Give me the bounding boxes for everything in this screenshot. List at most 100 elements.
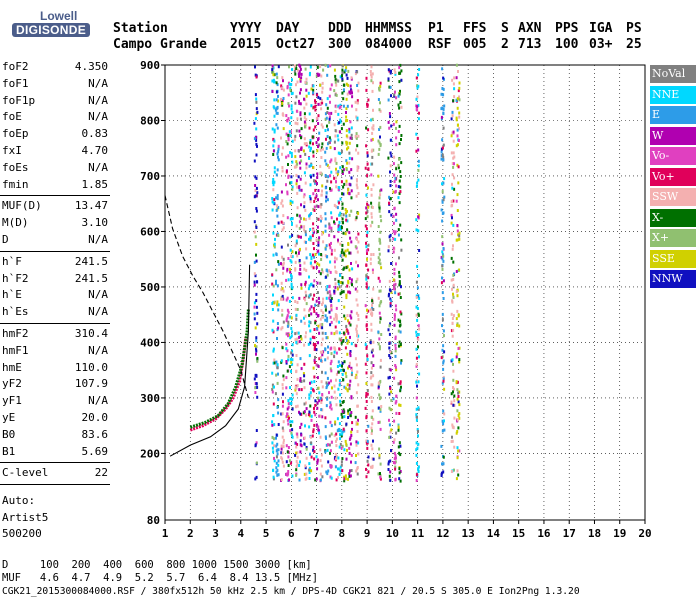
echo-point <box>316 467 319 471</box>
echo-point <box>371 348 374 352</box>
echo-point <box>417 215 420 219</box>
echo-point <box>351 267 354 271</box>
echo-point <box>450 312 453 316</box>
echo-point <box>365 467 367 471</box>
echo-point <box>290 175 293 179</box>
echo-point <box>458 358 461 361</box>
echo-point <box>341 258 344 262</box>
echo-point <box>342 104 345 108</box>
echo-point <box>366 389 369 392</box>
echo-point <box>443 104 446 108</box>
param-value: 110.0 <box>74 360 108 374</box>
echo-point <box>317 198 319 202</box>
echo-point <box>351 104 353 108</box>
echo-point <box>305 407 308 411</box>
echo-point <box>357 313 360 317</box>
echo-point <box>321 125 324 129</box>
echo-point <box>394 365 397 369</box>
echo-point <box>356 237 358 241</box>
echo-point <box>272 201 275 205</box>
y-tick-label: 900 <box>140 59 160 72</box>
echo-point <box>336 134 339 138</box>
echo-point <box>458 416 461 420</box>
echo-point <box>275 107 278 111</box>
param-value: 22 <box>94 466 108 480</box>
echo-point <box>371 297 374 301</box>
echo-point <box>303 472 306 476</box>
echo-point <box>285 140 288 143</box>
echo-point <box>287 154 290 158</box>
echo-point <box>308 477 311 480</box>
echo-point <box>312 430 315 434</box>
echo-point <box>314 342 317 346</box>
header-cell: 100 <box>555 37 579 52</box>
echo-point <box>338 383 341 387</box>
echo-point <box>320 172 323 176</box>
echo-point <box>312 306 315 310</box>
echo-point <box>312 228 315 232</box>
echo-point <box>254 175 257 179</box>
echo-point <box>335 161 338 165</box>
echo-point <box>400 385 402 389</box>
echo-point <box>355 344 358 348</box>
echo-point <box>390 94 392 98</box>
echo-point <box>291 358 294 362</box>
echo-point <box>380 188 383 192</box>
echo-point <box>388 332 391 336</box>
echo-point <box>394 401 397 405</box>
echo-point <box>316 376 319 380</box>
echo-point <box>282 97 285 100</box>
echo-point <box>324 224 327 228</box>
echo-point <box>311 335 314 339</box>
echo-point <box>317 324 320 328</box>
echo-point <box>390 428 393 432</box>
echo-point <box>324 347 327 351</box>
echo-point <box>345 211 347 215</box>
echo-point <box>324 332 327 335</box>
echo-point <box>255 352 257 356</box>
echo-point <box>291 330 294 334</box>
echo-point <box>290 282 293 286</box>
echo-point <box>451 439 454 443</box>
echo-point <box>371 465 374 469</box>
echo-point <box>326 106 329 110</box>
echo-point <box>380 333 383 336</box>
echo-point <box>325 470 328 474</box>
param-row: h`Es N/A <box>2 305 108 319</box>
param-row: foEs N/A <box>2 161 108 175</box>
echo-point <box>298 99 300 103</box>
echo-point <box>387 77 390 81</box>
echo-point <box>276 105 279 109</box>
echo-point <box>350 189 353 193</box>
echo-point <box>456 388 459 392</box>
echo-point <box>326 198 329 202</box>
echo-point <box>309 149 312 152</box>
echo-point <box>325 162 328 166</box>
echo-point <box>417 313 420 317</box>
echo-point <box>388 126 391 130</box>
echo-point <box>314 181 317 185</box>
echo-point <box>388 435 391 439</box>
echo-point <box>392 221 395 225</box>
echo-point <box>394 343 397 347</box>
echo-point <box>287 320 290 324</box>
echo-point <box>316 401 319 405</box>
echo-point <box>255 345 258 349</box>
echo-point <box>296 206 299 210</box>
echo-point <box>324 117 327 121</box>
echo-point <box>294 388 297 392</box>
echo-point <box>291 407 294 411</box>
echo-point <box>452 387 455 391</box>
echo-point <box>456 352 459 356</box>
echo-point <box>309 253 312 257</box>
param-value: 5.69 <box>81 444 109 458</box>
echo-point <box>308 126 311 130</box>
echo-point <box>355 132 358 136</box>
echo-point <box>328 434 331 438</box>
echo-point <box>417 148 420 152</box>
echo-point <box>388 201 390 205</box>
echo-point <box>289 315 292 319</box>
echo-point <box>326 376 329 380</box>
echo-point <box>296 384 299 388</box>
echo-point <box>281 313 284 317</box>
